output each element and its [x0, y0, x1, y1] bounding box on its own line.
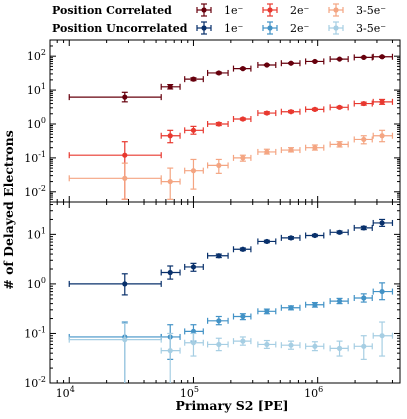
top-data-point	[240, 116, 246, 122]
top-data-point	[216, 162, 222, 169]
top-data-point	[240, 66, 246, 72]
top-data-point	[167, 84, 173, 90]
legend-label-uncorr-3-5e: 3-5e⁻	[356, 22, 386, 35]
top-data-point	[379, 133, 385, 139]
top-data-point	[288, 147, 294, 153]
bottom-data-point	[361, 295, 367, 301]
bottom-data-point	[288, 305, 294, 311]
top-data-point	[190, 168, 197, 174]
legend: Position Correlated Position Uncorrelate…	[52, 3, 386, 35]
top-data-point	[336, 56, 343, 62]
bottom-data-point	[216, 341, 222, 348]
bottom-data-point	[379, 220, 385, 226]
legend-label-uncorr-2e: 2e⁻	[290, 22, 310, 35]
top-data-point	[264, 62, 270, 68]
legend-marker-dot	[201, 25, 207, 31]
bottom-data-point	[312, 302, 318, 308]
top-data-point	[379, 99, 385, 105]
top-series-2	[68, 129, 394, 200]
legend-title-correlated: Position Correlated	[52, 4, 172, 17]
top-data-point	[240, 155, 246, 161]
bottom-data-point	[167, 348, 173, 354]
top-data-point	[122, 152, 128, 158]
bottom-data-point	[240, 338, 246, 344]
bottom-data-point	[336, 298, 343, 304]
legend-label-uncorr-1e: 1e⁻	[224, 22, 244, 35]
bottom-data-point	[361, 343, 367, 349]
top-data-point	[190, 127, 197, 133]
legend-title-uncorrelated: Position Uncorrelated	[52, 22, 188, 35]
y-axis-title: # of Delayed Electrons	[1, 130, 16, 290]
bottom-data-point	[240, 313, 246, 320]
bottom-data-point	[240, 246, 246, 252]
bottom-data-point	[336, 345, 343, 351]
top-data-point	[361, 100, 367, 107]
top-data-point	[122, 94, 128, 100]
top-data-point	[288, 109, 294, 115]
bottom-series-2	[68, 321, 394, 383]
top-data-point	[361, 136, 367, 143]
bottom-data-point	[288, 342, 294, 348]
top-data-point	[336, 104, 343, 110]
legend-label-corr-2e: 2e⁻	[290, 4, 310, 17]
top-data-point	[190, 76, 197, 82]
legend-label-corr-3-5e: 3-5e⁻	[356, 4, 386, 17]
top-data-point	[167, 178, 173, 185]
bottom-data-point	[336, 229, 343, 235]
top-data-point	[361, 54, 367, 61]
top-data-point	[336, 141, 343, 147]
bottom-data-point	[312, 343, 318, 349]
top-data-point	[312, 106, 318, 112]
bottom-data-point	[379, 333, 385, 339]
bottom-series-1	[68, 282, 394, 383]
x-axis-title: Primary S2 [PE]	[175, 398, 288, 413]
bottom-data-point	[216, 253, 222, 259]
bottom-data-point	[190, 328, 197, 335]
bottom-data-point	[167, 269, 173, 276]
bottom-data-point	[379, 288, 385, 295]
legend-marker-dot	[267, 25, 273, 31]
bottom-data-point	[122, 337, 128, 343]
bottom-data-point	[361, 225, 367, 231]
bottom-data-point	[288, 235, 294, 241]
bottom-series-0	[68, 218, 394, 296]
bottom-data-point	[190, 264, 197, 270]
legend-marker-dot	[201, 7, 207, 13]
top-series-1	[68, 98, 394, 200]
bottom-data-point	[216, 318, 222, 324]
bottom-data-point	[264, 308, 270, 314]
bottom-data-point	[312, 232, 318, 239]
top-data-point	[288, 60, 294, 66]
top-data-point	[264, 110, 270, 116]
bottom-data-point	[264, 341, 270, 348]
bottom-data-point	[122, 281, 128, 287]
legend-label-corr-1e: 1e⁻	[224, 4, 244, 17]
legend-marker-dot	[267, 7, 273, 13]
top-data-point	[122, 175, 128, 181]
top-data-point	[264, 149, 270, 155]
top-series-0	[68, 53, 394, 103]
bottom-plot-frame	[49, 201, 401, 384]
legend-marker-dot	[333, 25, 339, 31]
legend-markers	[196, 3, 344, 35]
top-data-point	[379, 54, 385, 60]
bottom-data-point	[264, 238, 270, 245]
top-data-point	[216, 121, 222, 127]
top-data-point	[312, 145, 318, 151]
top-data-point	[167, 133, 173, 139]
top-data-point	[312, 58, 318, 65]
legend-marker-dot	[333, 7, 339, 13]
bottom-data-point	[190, 340, 197, 346]
top-data-point	[216, 70, 222, 76]
